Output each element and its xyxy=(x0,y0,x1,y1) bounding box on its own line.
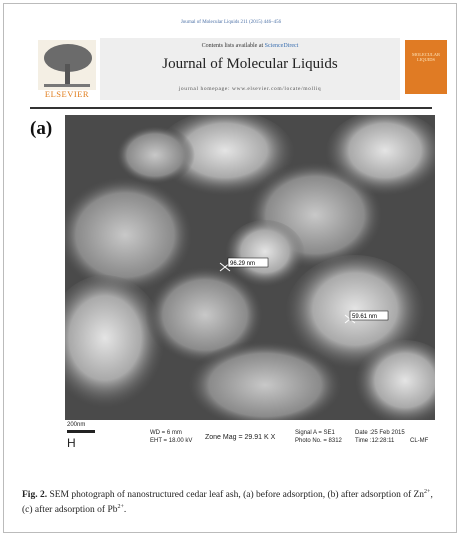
detector-mark: H xyxy=(67,436,76,450)
contents-text: Contents lists available at xyxy=(202,43,264,49)
measurement-label: 96.29 nm xyxy=(230,261,255,267)
journal-cover: MOLECULAR LIQUIDS xyxy=(405,40,447,94)
info-eht: EHT = 18.00 kV xyxy=(150,438,192,444)
publisher-name: ELSEVIER xyxy=(36,89,98,99)
info-signal: Signal A = SE1 xyxy=(295,430,335,436)
contents-link: ScienceDirect xyxy=(265,43,299,49)
citation: Journal of Molecular Liquids 211 (2015) … xyxy=(0,20,462,25)
info-photo: Photo No. = 8312 xyxy=(295,438,342,444)
measurement-label: 59.61 nm xyxy=(352,314,377,320)
scale-bar xyxy=(67,430,95,433)
journal-title: Journal of Molecular Liquids xyxy=(100,56,400,73)
sem-info-bar: 200nm H WD = 6 mm EHT = 18.00 kV Zone Ma… xyxy=(65,420,435,456)
panel-label: (a) xyxy=(30,118,52,140)
info-operator: CL-MF xyxy=(410,438,428,444)
info-mag: Zone Mag = 29.91 K X xyxy=(205,434,275,441)
contents-line: Contents lists available at ScienceDirec… xyxy=(100,43,400,49)
info-wd: WD = 6 mm xyxy=(150,430,182,436)
caption-text: . xyxy=(124,505,126,515)
cover-title: MOLECULAR LIQUIDS xyxy=(405,40,447,62)
homepage: journal homepage: www.elsevier.com/locat… xyxy=(100,86,400,92)
figure-caption: Fig. 2. SEM photograph of nanostructured… xyxy=(22,486,442,516)
info-date: Date :25 Feb 2015 xyxy=(355,430,405,436)
info-time: Time :12:28:11 xyxy=(355,438,394,444)
caption-text: SEM photograph of nanostructured cedar l… xyxy=(49,490,424,500)
sem-image: 96.29 nm 59.61 nm xyxy=(65,115,435,420)
scale-bar-label: 200nm xyxy=(67,422,85,428)
caption-label: Fig. 2. xyxy=(22,490,47,500)
page: Journal of Molecular Liquids 211 (2015) … xyxy=(0,0,462,538)
header-rule xyxy=(30,107,432,109)
publisher-logo xyxy=(38,40,96,90)
